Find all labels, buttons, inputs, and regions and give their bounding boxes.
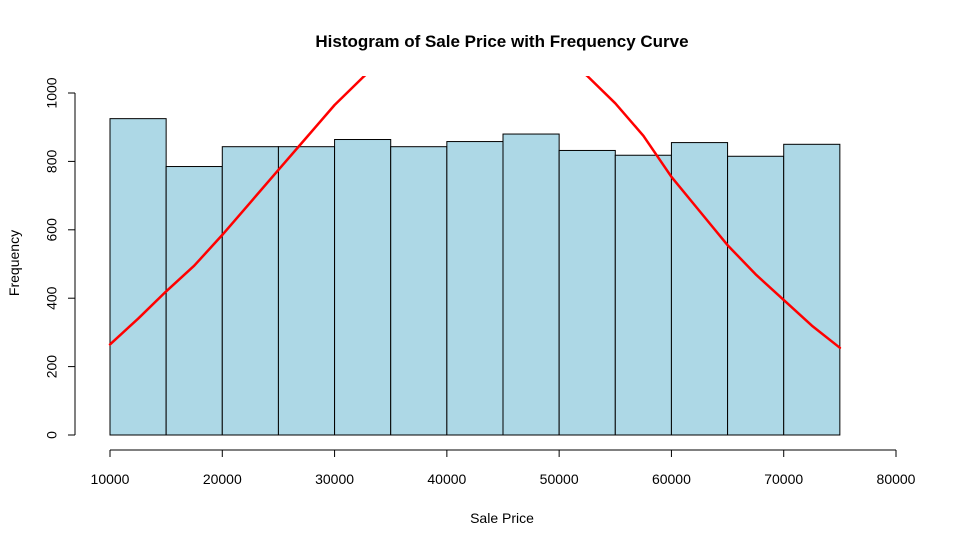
chart-title: Histogram of Sale Price with Frequency C…: [315, 32, 688, 51]
histogram-bar: [558, 149, 616, 436]
y-tick-label: 400: [44, 286, 60, 310]
x-tick-label: 10000: [91, 471, 130, 487]
x-tick-label: 20000: [203, 471, 242, 487]
frequency-curve-group: [108, 76, 842, 350]
bars-group: [109, 118, 841, 436]
histogram-bar: [334, 139, 392, 436]
histogram-bar: [277, 146, 336, 436]
histogram-bar: [502, 133, 560, 436]
histogram-bar: [727, 155, 785, 436]
y-axis: 0 200 400 600 800 1000: [44, 77, 76, 439]
y-tick-label: 1000: [44, 77, 60, 108]
x-tick-label: 40000: [427, 471, 466, 487]
x-tick-label: 70000: [764, 471, 803, 487]
y-tick-label: 800: [44, 150, 60, 174]
frequency-curve: [108, 76, 842, 350]
histogram-bar: [390, 146, 448, 436]
histogram-bar: [783, 143, 841, 436]
x-axis: 10000 20000 30000 40000 50000 60000 70000 80000: [91, 449, 916, 487]
histogram-bar: [670, 142, 729, 436]
histogram-bar: [109, 118, 167, 436]
y-tick-label: 200: [44, 355, 60, 379]
x-tick-label: 60000: [652, 471, 691, 487]
histogram-bar: [446, 141, 504, 436]
x-axis-label: Sale Price: [470, 510, 534, 526]
x-tick-label: 80000: [877, 471, 916, 487]
histogram-bar: [165, 166, 223, 436]
y-tick-label: 0: [44, 431, 60, 439]
histogram-bar: [221, 146, 279, 436]
histogram-bar: [614, 154, 672, 436]
y-axis-label: Frequency: [6, 230, 22, 296]
y-tick-label: 600: [44, 218, 60, 242]
x-tick-label: 50000: [540, 471, 579, 487]
x-tick-label: 30000: [315, 471, 354, 487]
